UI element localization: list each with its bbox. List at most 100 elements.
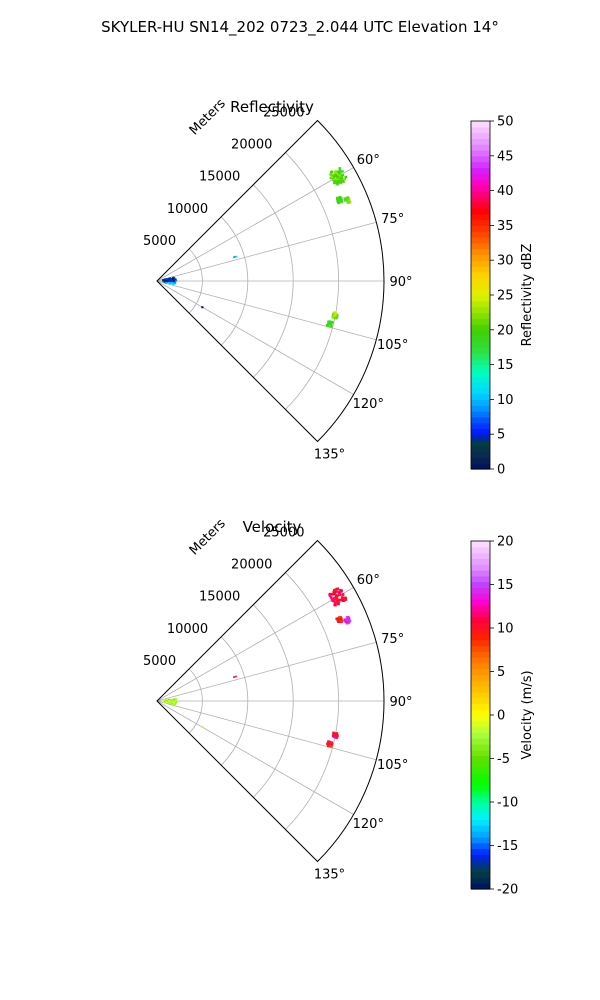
- echo-gate: [347, 617, 350, 621]
- echo-gate: [334, 181, 338, 184]
- echo-gate: [333, 589, 336, 592]
- echo-cluster: [201, 306, 204, 309]
- echo-gate: [339, 177, 343, 180]
- echo-gate: [173, 698, 176, 701]
- sector-outline: [156, 539, 385, 863]
- echo-gate: [334, 170, 337, 173]
- echo-gate: [168, 282, 171, 285]
- echo-gate: [165, 701, 168, 703]
- echo-gate: [333, 592, 336, 595]
- echo-gate: [336, 196, 339, 200]
- echo-gate: [233, 256, 235, 259]
- echo-gate: [333, 314, 337, 317]
- echo-gate: [332, 731, 335, 734]
- azimuth-spoke: [156, 641, 377, 702]
- echo-gate: [340, 180, 344, 183]
- echo-gate: [328, 322, 331, 325]
- echo-gate: [172, 701, 175, 704]
- echo-gate: [334, 172, 337, 175]
- echo-gate: [333, 316, 337, 320]
- echo-gate: [326, 742, 329, 746]
- echo-gate: [168, 279, 171, 281]
- colorbar: 0 5 10 15 20 25 30 35 40 45 50 Reflectivity dBZ: [470, 115, 535, 478]
- echo-gate: [334, 590, 338, 593]
- echo-gate: [171, 281, 174, 283]
- echo-gate: [163, 700, 165, 703]
- colorbar-tick-label: 20: [497, 323, 514, 338]
- echo-gate: [329, 741, 333, 744]
- echo-gate: [345, 622, 349, 625]
- echo-gate: [332, 733, 336, 737]
- echo-gate: [165, 699, 167, 702]
- azimuth-spoke: [156, 700, 354, 815]
- echo-cluster: [343, 196, 352, 204]
- echo-gate: [332, 175, 336, 178]
- echo-gate: [339, 617, 343, 620]
- echo-gate: [171, 699, 174, 701]
- echo-gate: [164, 279, 167, 282]
- echo-gate: [339, 616, 342, 619]
- echo-gate: [170, 702, 173, 705]
- colorbar-tick-label: 20: [497, 535, 514, 550]
- panel-velocity: Velocity 5000 10000 15000 20000 25000 Meters 60…: [143, 516, 535, 897]
- echo-gate: [170, 280, 173, 282]
- echo-gate: [338, 593, 342, 597]
- echo-gate: [342, 177, 346, 181]
- radial-tick-label: 5000: [143, 654, 176, 669]
- echo-gate: [338, 174, 341, 177]
- echo-gate: [347, 621, 351, 624]
- azimuth-spoke: [156, 280, 377, 341]
- echo-gate: [337, 600, 341, 603]
- echo-cluster: [325, 320, 334, 328]
- azimuth-tick-label: 75°: [381, 212, 404, 227]
- echo-gate: [335, 171, 339, 175]
- colorbar-tick-label: 10: [497, 393, 514, 408]
- azimuth-tick-label: 90°: [389, 695, 412, 710]
- echo-gate: [165, 280, 168, 282]
- echo-gate: [167, 280, 169, 282]
- radial-axis-label: Meters: [187, 516, 229, 558]
- echo-gate: [171, 280, 174, 282]
- azimuth-tick-label: 90°: [389, 275, 412, 290]
- echo-gate: [164, 278, 167, 281]
- echo-gate: [335, 598, 339, 601]
- echo-gate: [330, 321, 334, 324]
- echo-gate: [336, 183, 339, 186]
- echo-gate: [330, 170, 333, 174]
- echo-cluster: [335, 196, 344, 205]
- colorbar: -20 -15 -10 -5 0 5 10 15 20 Velocity (m/s): [470, 535, 535, 898]
- echo-cluster: [329, 167, 348, 186]
- azimuth-spoke: [156, 221, 377, 282]
- echo-cluster: [343, 615, 352, 625]
- radial-tick-label: 10000: [167, 202, 208, 217]
- echo-gate: [339, 619, 343, 622]
- echo-gate: [335, 316, 338, 319]
- echo-gate: [339, 589, 342, 592]
- echo-gate: [171, 283, 174, 285]
- echo-gate: [233, 676, 236, 678]
- echo-cluster: [233, 675, 237, 678]
- echo-gate: [168, 700, 170, 702]
- echo-gate: [164, 700, 166, 703]
- azimuth-tick-label: 105°: [377, 338, 408, 353]
- panel-reflectivity: Reflectivity 5000 10000 15000 20000 25000 Mete…: [143, 96, 535, 477]
- echo-gate: [327, 320, 330, 323]
- azimuth-tick-label: 60°: [357, 573, 380, 588]
- echo-gate: [170, 278, 173, 281]
- echo-gate: [325, 323, 329, 327]
- colorbar-tick-label: 25: [497, 289, 514, 304]
- echo-gate: [336, 617, 339, 621]
- echo-gate: [330, 598, 334, 601]
- colorbar-tick-label: 0: [497, 463, 505, 478]
- echo-gate: [174, 703, 177, 705]
- echo-gate: [329, 596, 333, 599]
- echo-gate: [338, 168, 342, 171]
- echo-gate: [345, 618, 349, 622]
- echo-gate: [344, 175, 348, 179]
- echo-gate: [172, 278, 174, 280]
- azimuth-tick-label: 60°: [357, 153, 380, 168]
- echo-cluster: [233, 255, 238, 259]
- echo-gate: [334, 601, 338, 605]
- echo-gate: [346, 196, 350, 199]
